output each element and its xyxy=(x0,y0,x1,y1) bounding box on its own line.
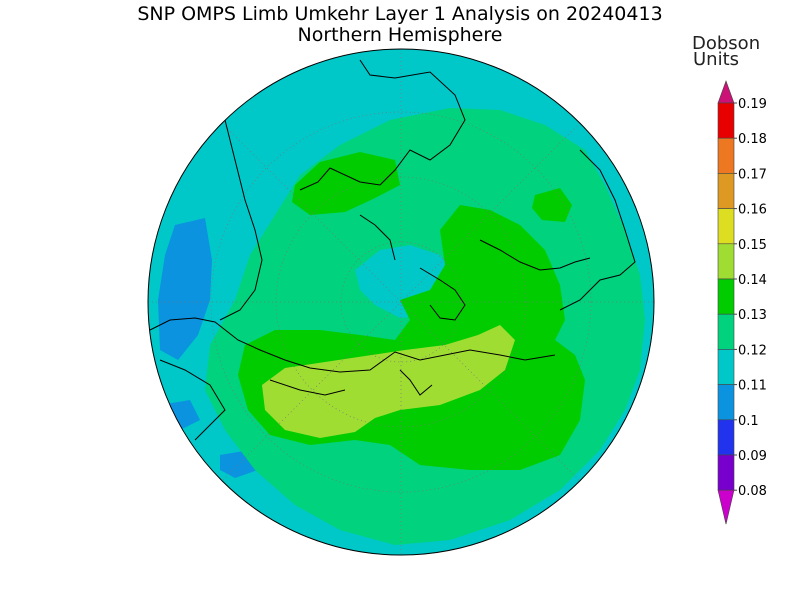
graticule xyxy=(148,49,654,555)
legend-swatch xyxy=(717,313,735,350)
legend-swatch xyxy=(717,102,735,139)
legend-tick-label: 0.08 xyxy=(738,484,767,499)
legend-tick-label: 0.18 xyxy=(738,132,767,147)
legend-swatch xyxy=(717,384,735,421)
legend-tick-label: 0.11 xyxy=(738,379,767,394)
field-region-0-13 xyxy=(532,188,572,222)
legend-title-line2: Units xyxy=(693,49,740,70)
legend-tick-label: 0.14 xyxy=(738,273,767,288)
legend-tick-label: 0.13 xyxy=(738,308,767,323)
legend-swatch xyxy=(717,349,735,385)
legend-tick-label: 0.17 xyxy=(738,167,767,182)
legend-underflow-arrow xyxy=(717,489,735,525)
legend-tick-label: 0.12 xyxy=(738,343,767,358)
field-region-0-13 xyxy=(292,152,400,215)
map-boundary xyxy=(147,48,655,556)
legend-tick-label: 0.16 xyxy=(738,203,767,218)
field-patch-0-10 xyxy=(158,218,212,360)
ozone-field xyxy=(148,49,654,555)
map-title: SNP OMPS Limb Umkehr Layer 1 Analysis on… xyxy=(137,3,663,25)
legend-swatch xyxy=(717,208,735,245)
legend-swatch xyxy=(717,173,735,209)
legend-tick-label: 0.1 xyxy=(738,414,759,429)
legend-title-line1: Dobson xyxy=(692,33,761,54)
legend-swatch xyxy=(717,137,735,174)
coastlines xyxy=(149,59,636,441)
legend-tick-label: 0.09 xyxy=(738,449,767,464)
legend-swatch xyxy=(717,419,735,456)
legend-swatch xyxy=(717,243,735,280)
legend-swatch xyxy=(717,454,735,491)
map-subtitle: Northern Hemisphere xyxy=(297,24,503,46)
legend-swatch xyxy=(717,278,735,315)
legend-tick-label: 0.15 xyxy=(738,238,767,253)
legend-overflow-arrow xyxy=(717,80,735,104)
legend-tick-label: 0.19 xyxy=(738,97,767,112)
